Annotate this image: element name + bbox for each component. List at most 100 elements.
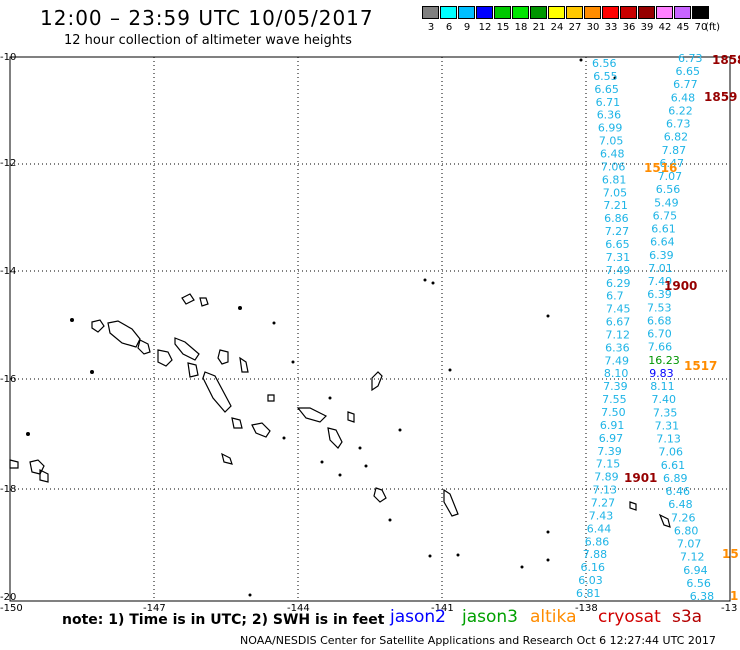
legend-swatch — [620, 6, 637, 19]
wave-height-value: 7.05 — [599, 135, 624, 148]
island — [217, 349, 229, 365]
legend-label: 42 — [658, 22, 672, 33]
time-label: 1858 — [712, 53, 740, 67]
wave-height-value: 6.36 — [597, 109, 622, 122]
lat-label: -16 — [0, 374, 17, 385]
legend-swatch — [602, 6, 619, 19]
wave-height-value: 6.47 — [660, 157, 685, 170]
legend-swatch — [440, 6, 457, 19]
island — [267, 394, 275, 402]
track-left-values: 6.566.556.656.716.366.997.056.487.066.81… — [576, 57, 631, 600]
legend-label: 27 — [568, 22, 582, 33]
legend-label: 24 — [550, 22, 564, 33]
wave-height-value: 6.75 — [653, 210, 678, 223]
wave-height-value: 6.81 — [602, 173, 627, 186]
wave-height-value: 6.70 — [647, 328, 672, 341]
wave-height-value: 7.27 — [591, 497, 616, 510]
wave-height-value: 6.80 — [674, 524, 699, 537]
gridlines — [10, 57, 730, 601]
lon-label: -144 — [287, 603, 310, 614]
time-label: 1901 — [624, 471, 657, 485]
lon-label: -141 — [431, 603, 454, 614]
wave-height-value: 6.38 — [690, 590, 715, 603]
footer-note: note: 1) Time is in UTC; 2) SWH is in fe… — [62, 612, 385, 628]
wave-height-value: 7.53 — [647, 301, 672, 314]
wave-height-value: 7.40 — [652, 393, 677, 406]
wave-height-value: 8.10 — [604, 367, 629, 380]
wave-height-value: 6.81 — [576, 587, 601, 600]
wave-height-value: 6.46 — [666, 485, 691, 498]
wave-height-value: 6.99 — [598, 122, 623, 135]
map-subtitle: 12 hour collection of altimeter wave hei… — [64, 33, 352, 48]
legend-cryosat: cryosat — [598, 607, 661, 627]
credit-line: NOAA/NESDIS Center for Satellite Applica… — [240, 634, 716, 647]
wave-height-value: 6.55 — [593, 70, 618, 83]
wave-height-value: 6.39 — [647, 288, 672, 301]
wave-height-value: 7.06 — [659, 446, 684, 459]
legend-label: 21 — [532, 22, 546, 33]
legend-swatch — [476, 6, 493, 19]
wave-height-value: 6.48 — [668, 498, 693, 511]
legend-label: 70 — [694, 22, 708, 33]
island-dots — [26, 58, 617, 597]
wave-height-value: 6.7 — [606, 290, 624, 303]
legend-swatch — [458, 6, 475, 19]
wave-height-value: 6.03 — [578, 574, 603, 587]
island — [296, 407, 328, 423]
wave-height-value: 7.13 — [656, 433, 681, 446]
color-scale-labels: 3 6 9 12 15 18 21 24 27 30 33 36 39 42 45 70 — [422, 22, 710, 33]
wave-height-value: 6.82 — [664, 131, 689, 144]
wave-height-value: 6.94 — [683, 564, 708, 577]
map-frame — [9, 56, 731, 602]
lat-label: -20 — [0, 592, 17, 603]
wave-height-value: 6.22 — [668, 105, 693, 118]
wave-height-value: 7.05 — [603, 186, 628, 199]
legend-swatch — [566, 6, 583, 19]
legend-swatch — [494, 6, 511, 19]
lon-label: -138 — [575, 603, 598, 614]
wave-height-value: 7.06 — [601, 160, 626, 173]
legend-swatch — [512, 6, 529, 19]
wave-height-value: 7.26 — [671, 511, 696, 524]
island — [91, 319, 105, 333]
wave-height-value: 6.86 — [604, 212, 629, 225]
island — [629, 501, 637, 511]
wave-height-value: 6.89 — [663, 472, 688, 485]
time-label: 1516 — [644, 161, 677, 175]
legend-label: 39 — [640, 22, 654, 33]
legend-label: 30 — [586, 22, 600, 33]
legend-swatch — [638, 6, 655, 19]
lat-label: -10 — [0, 52, 17, 63]
island — [157, 349, 173, 367]
island — [202, 371, 232, 413]
wave-height-value: 9.83 — [649, 367, 674, 380]
wave-height-value: 6.48 — [671, 91, 696, 104]
legend-label: 12 — [478, 22, 492, 33]
wave-height-value: 6.56 — [592, 57, 617, 70]
island-outlines — [9, 293, 671, 528]
map-title: 12:00 – 23:59 UTC 10/05/2017 — [40, 6, 374, 30]
wave-height-value: 6.65 — [676, 65, 701, 78]
legend-label: 3 — [427, 22, 435, 33]
wave-height-value: 7.15 — [596, 458, 621, 471]
wave-height-value: 6.64 — [650, 236, 675, 249]
island — [9, 459, 19, 469]
wave-height-value: 6.56 — [686, 577, 711, 590]
wave-height-value: 6.86 — [585, 535, 610, 548]
wave-height-value: 7.87 — [662, 144, 687, 157]
island — [187, 362, 199, 378]
color-scale-legend — [422, 6, 710, 19]
legend-s3a: s3a — [672, 607, 703, 627]
wave-height-value: 6.36 — [605, 341, 630, 354]
island — [174, 337, 200, 361]
wave-height-value: 7.31 — [655, 419, 680, 432]
legend-swatch — [530, 6, 547, 19]
island — [251, 422, 271, 438]
legend-label: 33 — [604, 22, 618, 33]
wave-height-value: 6.16 — [581, 561, 606, 574]
wave-height-value: 7.49 — [605, 354, 630, 367]
legend-jason2: jason2 — [390, 607, 446, 627]
wave-height-value: 6.91 — [600, 419, 625, 432]
wave-height-value: 6.39 — [649, 249, 674, 262]
legend-altika: altika — [530, 607, 577, 627]
